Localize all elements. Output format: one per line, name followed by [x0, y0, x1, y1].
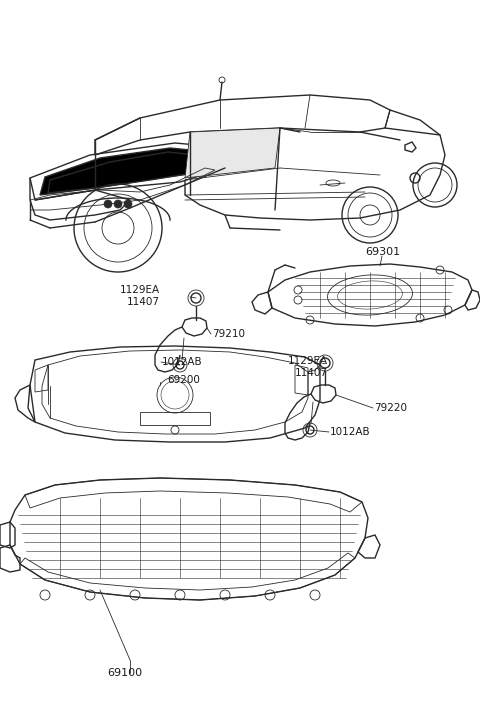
Text: 1129EA: 1129EA — [288, 356, 328, 366]
Text: 79220: 79220 — [374, 403, 407, 413]
Text: 79210: 79210 — [212, 329, 245, 339]
Circle shape — [104, 200, 112, 208]
Text: 69100: 69100 — [107, 668, 142, 678]
Text: 1012AB: 1012AB — [330, 427, 371, 437]
Polygon shape — [48, 152, 205, 193]
Text: 69200: 69200 — [167, 375, 200, 385]
Text: 1012AB: 1012AB — [162, 357, 203, 367]
Text: 1129EA: 1129EA — [120, 285, 160, 295]
Circle shape — [124, 200, 132, 208]
Text: 11407: 11407 — [127, 297, 160, 307]
Text: 11407: 11407 — [295, 368, 328, 378]
Circle shape — [114, 200, 122, 208]
Text: 69301: 69301 — [365, 247, 400, 257]
Polygon shape — [40, 148, 220, 195]
Polygon shape — [185, 128, 280, 178]
